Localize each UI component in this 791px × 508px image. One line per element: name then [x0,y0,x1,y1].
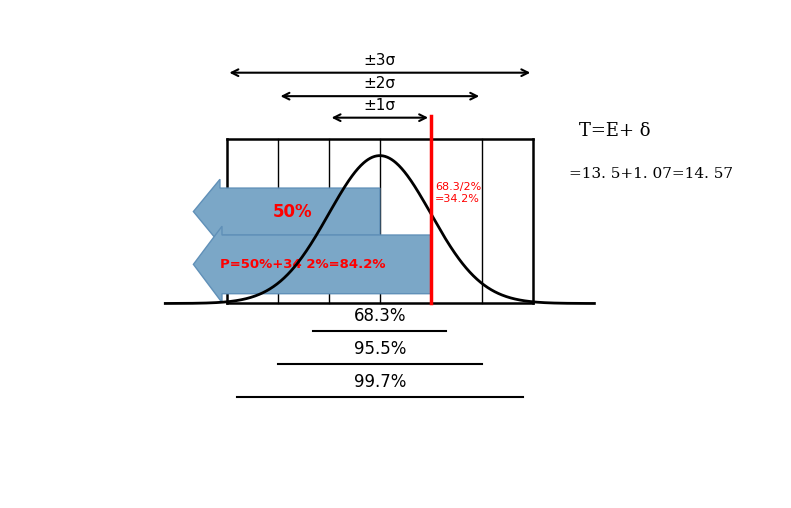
FancyArrow shape [193,226,431,302]
Text: 68.3%: 68.3% [354,307,406,325]
Text: 95.5%: 95.5% [354,340,406,358]
Text: ±1σ: ±1σ [364,98,396,113]
Text: ±2σ: ±2σ [364,76,396,91]
Text: ±3σ: ±3σ [364,53,396,68]
Text: T=E+ δ: T=E+ δ [579,122,650,140]
FancyArrow shape [193,179,380,244]
Text: 99.7%: 99.7% [354,373,406,392]
Text: P=50%+34 2%=84.2%: P=50%+34 2%=84.2% [221,258,386,271]
Text: 68.3/2%
=34.2%: 68.3/2% =34.2% [435,182,481,204]
Text: 50%: 50% [273,203,312,220]
Text: =13. 5+1. 07=14. 57: =13. 5+1. 07=14. 57 [569,168,732,181]
